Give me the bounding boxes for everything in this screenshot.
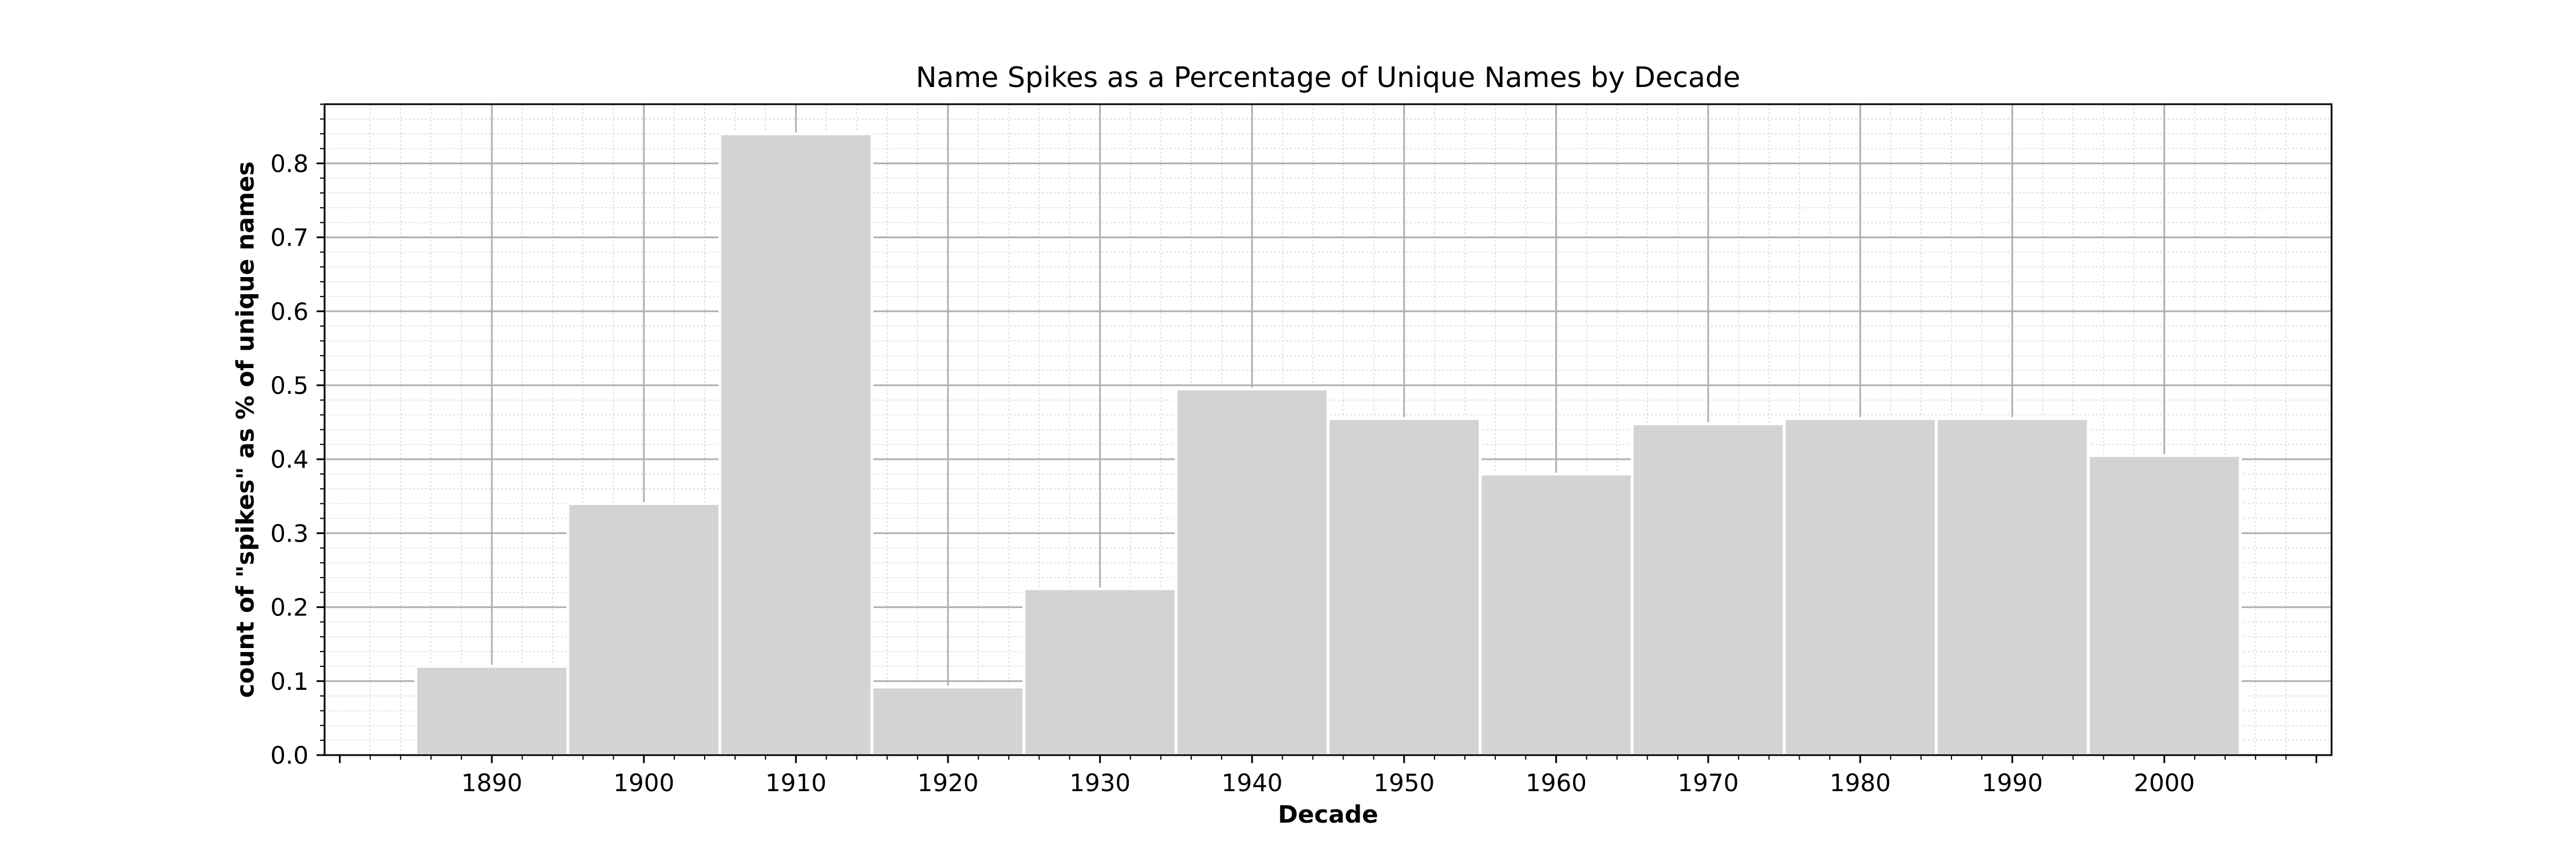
x-tick-label-1940: 1940 (1222, 769, 1283, 797)
y-tick-label-0.5: 0.5 (270, 372, 309, 400)
y-tick-label-0.7: 0.7 (270, 224, 309, 252)
y-tick-label-0.1: 0.1 (270, 668, 309, 696)
x-tick-label-1980: 1980 (1830, 769, 1891, 797)
bar-2000 (2087, 454, 2242, 757)
y-tick-label-0.6: 0.6 (270, 298, 309, 326)
y-tick-label-0.0: 0.0 (270, 741, 309, 769)
bar-1940 (1174, 387, 1330, 757)
x-tick-label-2000: 2000 (2134, 769, 2195, 797)
x-tick-label-1920: 1920 (918, 769, 979, 797)
x-tick-label-1930: 1930 (1069, 769, 1131, 797)
chart-title: Name Spikes as a Percentage of Unique Na… (916, 61, 1740, 94)
plot-frame (323, 103, 2333, 756)
x-tick-label-1950: 1950 (1373, 769, 1435, 797)
x-tick-label-1990: 1990 (1982, 769, 2043, 797)
bars-group (414, 132, 2242, 757)
y-tick-label-0.4: 0.4 (270, 445, 309, 473)
bar-1950 (1326, 417, 1482, 757)
y-tick-label-0.2: 0.2 (270, 594, 309, 622)
bar-1970 (1630, 422, 1786, 757)
bar-1980 (1783, 417, 1938, 757)
bar-1890 (414, 665, 570, 757)
bar-1900 (566, 502, 722, 757)
y-tick-label-0.8: 0.8 (270, 149, 309, 177)
x-tick-label-1960: 1960 (1526, 769, 1587, 797)
bar-1990 (1934, 417, 2090, 757)
x-tick-label-1910: 1910 (765, 769, 827, 797)
x-axis-label: Decade (1278, 800, 1378, 828)
y-tick-label-0.3: 0.3 (270, 519, 309, 547)
x-tick-label-1970: 1970 (1678, 769, 1739, 797)
x-tick-label-1900: 1900 (613, 769, 674, 797)
bar-1910 (718, 132, 874, 757)
bar-1920 (870, 685, 1026, 757)
y-axis-label: count of "spikes" as % of unique names (231, 161, 259, 698)
x-tick-label-1890: 1890 (461, 769, 523, 797)
bar-1960 (1479, 472, 1634, 757)
bar-1930 (1022, 587, 1178, 757)
